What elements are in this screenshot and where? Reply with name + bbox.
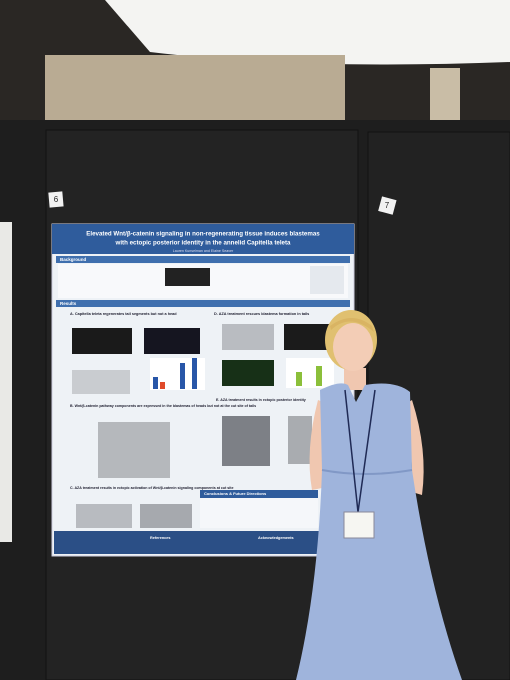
section-bar [56,256,350,263]
wall-sign [48,191,64,208]
figure-bar [316,366,322,386]
section-heading: Background [60,257,87,262]
poster-title: Elevated Wnt/β-catenin signaling in non-… [86,231,320,238]
footer-bar [54,531,352,554]
title-bar [52,224,354,254]
section-heading: Results [60,301,77,306]
figure [310,266,344,294]
figure-bar [153,377,158,389]
panel-heading: E. AZA treatment results in ectopic post… [216,398,306,402]
section-heading: Acknowledgements [258,536,294,540]
figure [140,504,192,528]
panel-heading: A. Capitella teleta regenerates tail seg… [70,312,177,316]
conclusions-panel [200,498,318,528]
section-bar [56,300,350,307]
panel-heading: C. AZA treatment results in ectopic acti… [70,486,233,490]
neighbor-poster [0,222,12,542]
figure [98,422,170,478]
wall [45,55,345,120]
name-badge [343,511,375,539]
sign-number: 7 [385,201,390,210]
belt [321,469,413,475]
section-bar [200,490,318,498]
neck [344,368,366,390]
figure-bar [192,358,197,389]
figure [222,324,274,350]
figure [165,268,210,286]
figure-bar [296,372,302,386]
wall [430,68,460,123]
figure [288,416,312,464]
figure [222,416,270,466]
ceiling-light [105,0,510,65]
dress [296,383,462,680]
face [333,323,373,371]
hair [330,318,374,332]
figure [72,370,130,394]
poster-authors: Lauren Kunselman and Elaine Seaver [173,249,234,253]
panel-heading: B. Wnt/β-catenin pathway components are … [70,404,256,408]
bar-chart [286,358,334,388]
figure [144,328,200,354]
wall-sign [378,196,397,215]
figure [222,360,274,386]
figure-bar [160,382,165,389]
figure [72,328,132,354]
person [296,310,462,680]
sign-number: 6 [54,195,59,204]
figure [76,504,132,528]
poster: Elevated Wnt/β-catenin signaling in non-… [51,223,355,557]
figure-bar [180,363,185,389]
section-heading: Conclusions & Future Directions [204,491,267,496]
panel-heading: D. AZA treatment rescues blastema format… [214,312,309,316]
section-heading: References [150,536,170,540]
poster-title: with ectopic posterior identity in the a… [115,240,292,247]
